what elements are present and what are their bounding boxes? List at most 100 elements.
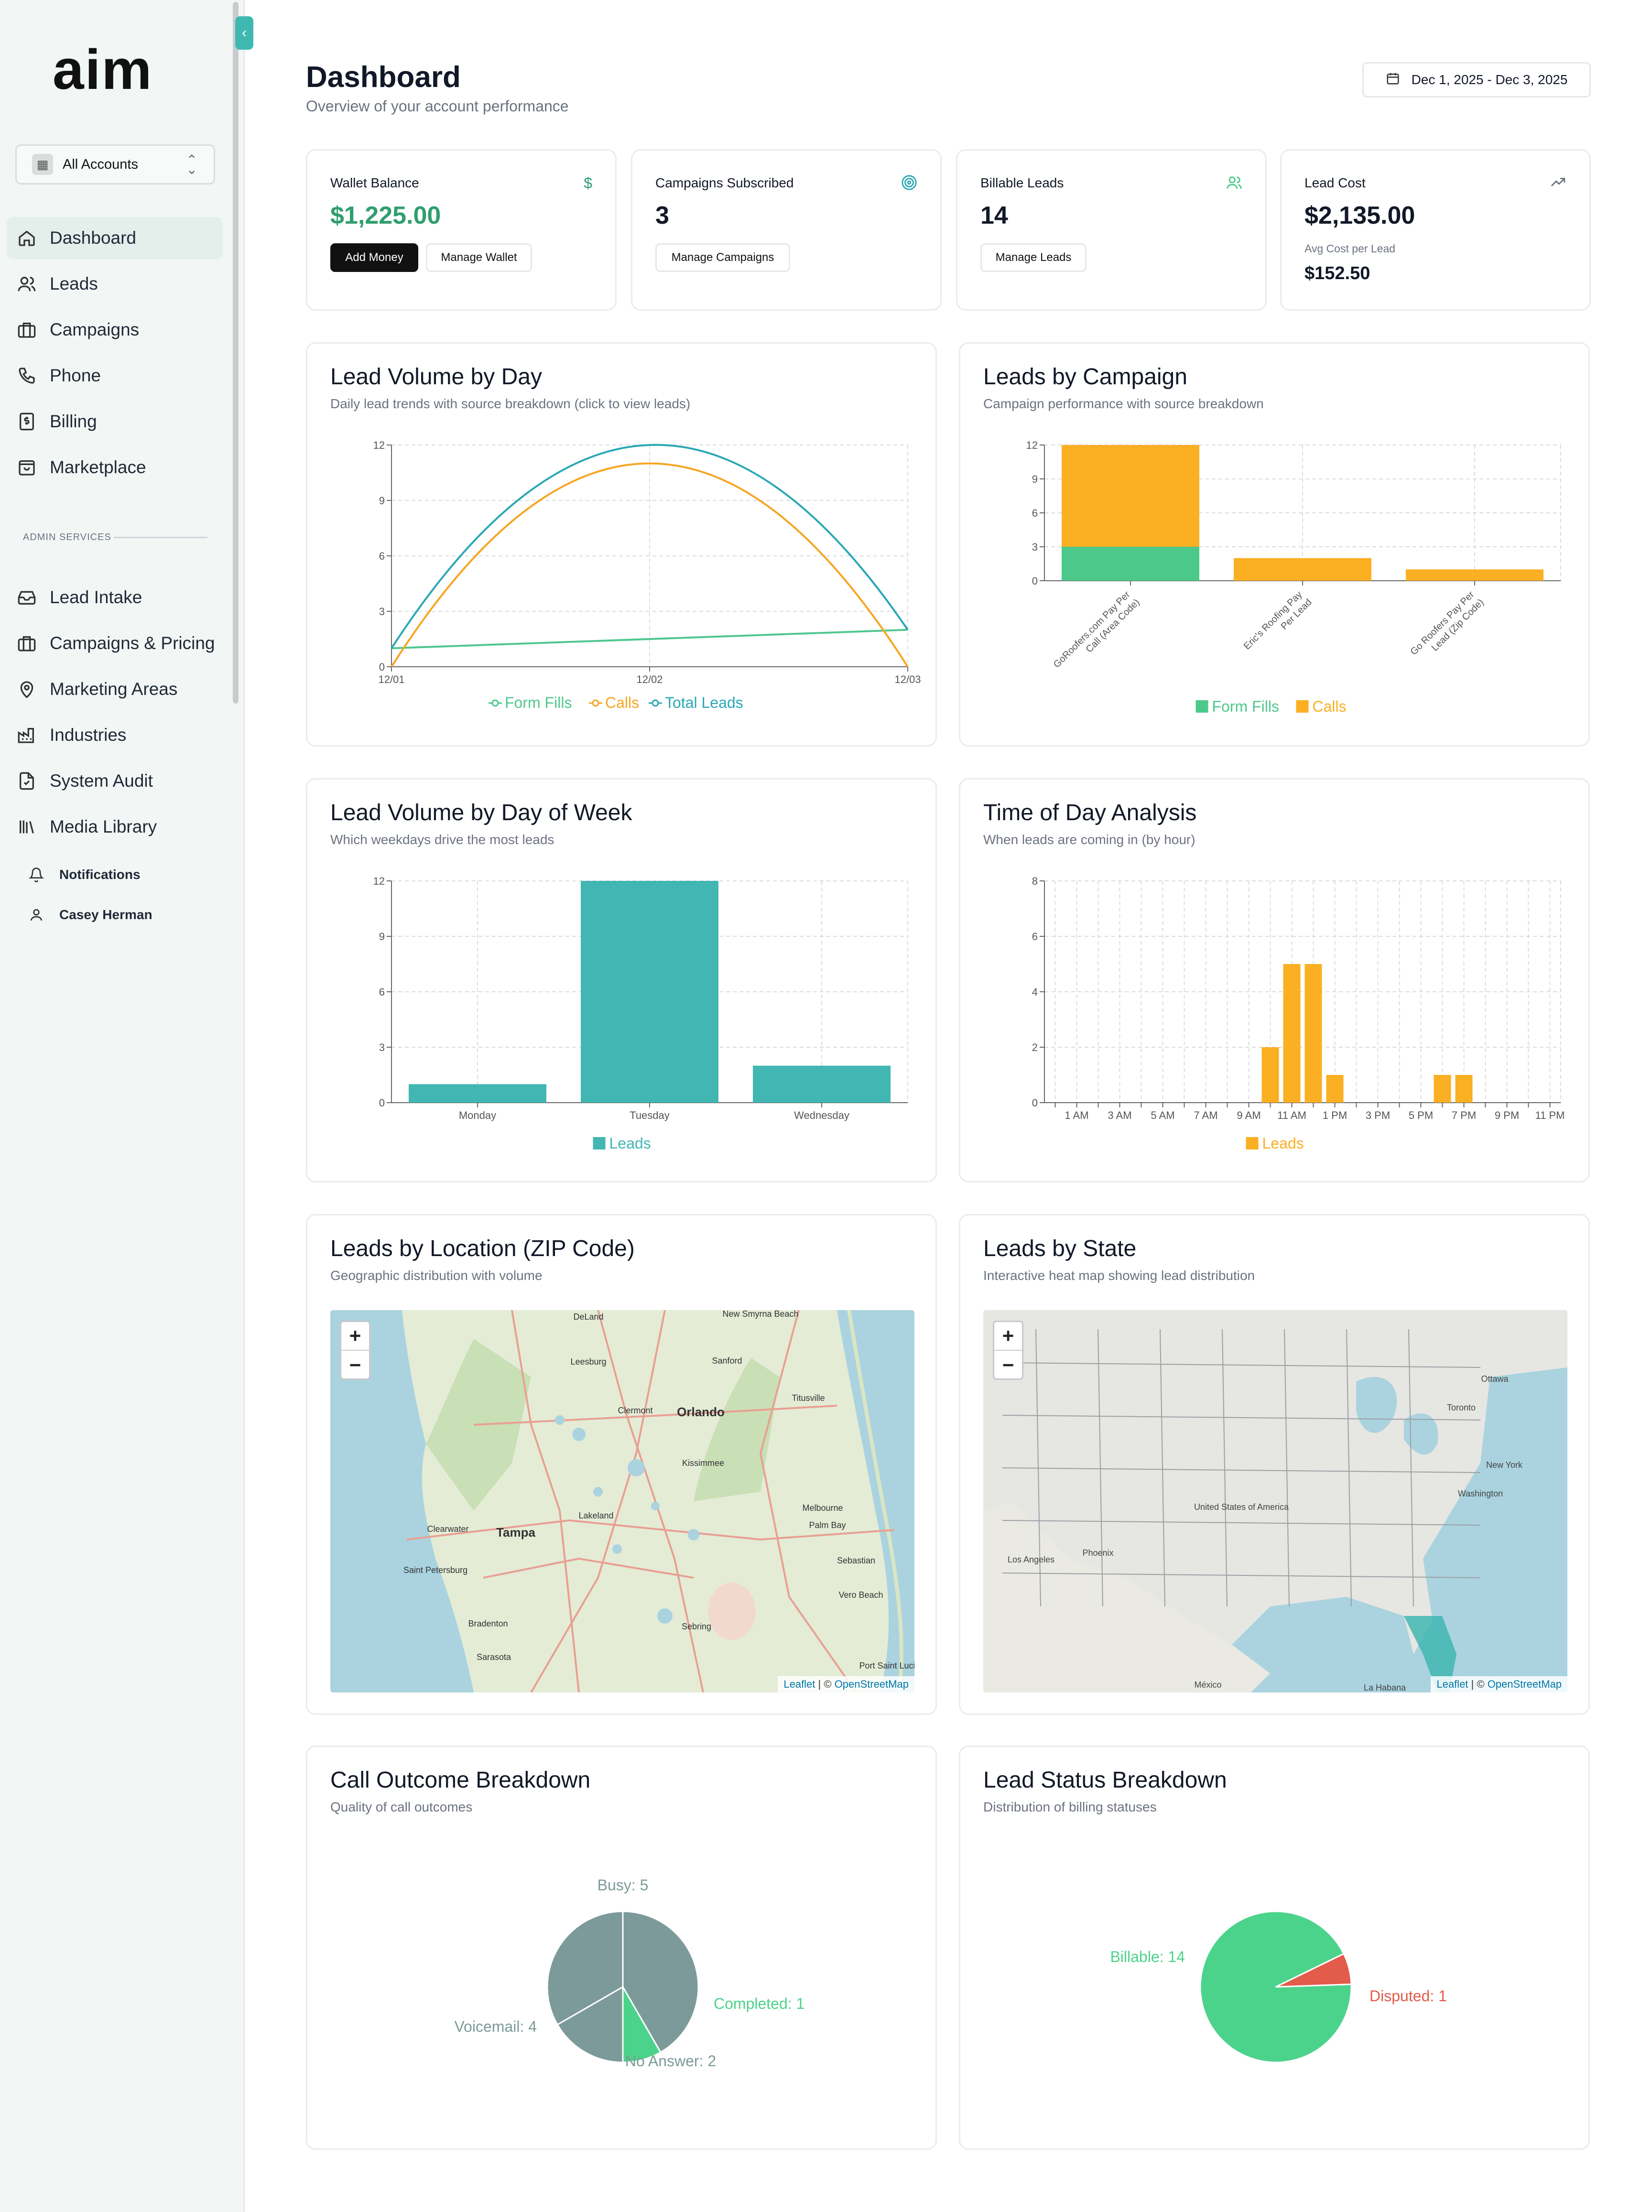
state-border <box>1002 1572 1481 1578</box>
legend-marker <box>1246 1137 1259 1149</box>
call-outcome-pie-chart[interactable]: Busy: 5 Completed: 1 No Answer: 2 Voicemail… <box>307 1747 938 2151</box>
sidebar-item-marketing-areas[interactable]: Marketing Areas <box>7 668 223 710</box>
city-label: DeLand <box>573 1312 603 1322</box>
x-tick-label: 12/02 <box>636 673 663 685</box>
sidebar-scrollbar[interactable] <box>233 2 239 704</box>
map-zoom-control: + − <box>993 1321 1023 1380</box>
sidebar-item-lead-intake[interactable]: Lead Intake <box>7 576 223 618</box>
lake <box>657 1608 673 1624</box>
shopping-bag-icon <box>16 457 37 478</box>
sidebar-item-billing[interactable]: Billing <box>7 401 223 443</box>
sidebar-item-notifications[interactable]: Notifications <box>7 854 223 896</box>
place-label: México <box>1194 1680 1221 1690</box>
city-label: Kissimmee <box>682 1458 724 1468</box>
card-subtitle: Distribution of billing statuses <box>983 1800 1157 1814</box>
legend-label: Total Leads <box>665 694 743 711</box>
road <box>759 1310 857 1692</box>
bar <box>1406 569 1543 581</box>
legend-label: Leads <box>1262 1135 1304 1152</box>
pie-label: Busy: 5 <box>598 1876 649 1894</box>
road <box>406 1519 895 1541</box>
sidebar-item-label: Lead Intake <box>50 587 142 607</box>
time-of-day-bar-chart[interactable]: 0 2 4 6 8 1 AM 3 AM 5 AM 7 AM 9 AM 11 AM 1 PM 3 PM 5 … <box>960 780 1591 1184</box>
add-money-button[interactable]: Add Money <box>330 243 418 272</box>
bar <box>1304 964 1322 1103</box>
sidebar-item-phone[interactable]: Phone <box>7 355 223 397</box>
attribution-separator: | © <box>1468 1678 1488 1690</box>
briefcase-icon <box>16 319 37 340</box>
leaflet-link[interactable]: Leaflet <box>783 1678 815 1690</box>
osm-link[interactable]: OpenStreetMap <box>1487 1678 1562 1690</box>
pie-label: Disputed: 1 <box>1369 1987 1447 2005</box>
sidebar-item-leads[interactable]: Leads <box>7 263 223 305</box>
billable-leads-card: Billable Leads 14 Manage Leads <box>956 149 1267 311</box>
day-of-week-card: Lead Volume by Day of Week Which weekday… <box>306 778 937 1182</box>
road <box>511 1310 580 1692</box>
us-state-map[interactable]: Ottawa Toronto New York Washington United St… <box>983 1310 1567 1692</box>
place-label: La Habana <box>1364 1683 1406 1692</box>
trending-up-icon <box>1550 174 1566 195</box>
home-icon <box>16 228 37 249</box>
x-tick-label: 12/01 <box>378 673 404 685</box>
legend-marker <box>593 1137 606 1149</box>
road <box>473 1405 837 1426</box>
date-range-label: Dec 1, 2025 - Dec 3, 2025 <box>1411 72 1568 87</box>
stat-title: Lead Cost <box>1304 175 1366 190</box>
lead-cost-value: $2,135.00 <box>1304 202 1415 229</box>
y-tick-label: 12 <box>373 875 385 887</box>
legend-label: Calls <box>1313 698 1347 715</box>
sidebar-item-marketplace[interactable]: Marketplace <box>7 446 223 488</box>
briefcase-icon <box>16 633 37 654</box>
sidebar-item-label: Billing <box>50 412 97 431</box>
sidebar-item-campaigns-pricing[interactable]: Campaigns & Pricing <box>7 622 223 664</box>
city-label: Orlando <box>677 1405 725 1419</box>
pie-label: Billable: 14 <box>1110 1948 1185 1965</box>
sidebar-item-media-library[interactable]: Media Library <box>7 806 223 848</box>
stat-title: Campaigns Subscribed <box>655 175 794 190</box>
state-border <box>1284 1329 1290 1607</box>
day-of-week-bar-chart[interactable]: 0 3 6 9 12 Monday Tuesday Wednesday Leads <box>307 780 938 1184</box>
osm-link[interactable]: OpenStreetMap <box>834 1678 909 1690</box>
sidebar-item-user[interactable]: Casey Herman <box>7 894 223 936</box>
state-border <box>1222 1329 1228 1607</box>
manage-leads-button[interactable]: Manage Leads <box>980 243 1087 272</box>
lead-status-pie-chart[interactable]: Billable: 14 Disputed: 1 <box>960 1747 1591 2151</box>
state-map-card: Leads by State Interactive heat map show… <box>959 1214 1590 1715</box>
bar <box>1062 445 1199 547</box>
avg-cost-value: $152.50 <box>1304 263 1370 283</box>
y-tick-label: 6 <box>1032 931 1038 943</box>
manage-campaigns-button[interactable]: Manage Campaigns <box>655 243 790 272</box>
account-select[interactable]: ▦ All Accounts ⌃ ⌄ <box>15 144 215 184</box>
date-range-picker[interactable]: Dec 1, 2025 - Dec 3, 2025 <box>1362 62 1591 98</box>
land-mexico <box>983 1501 1270 1692</box>
zoom-out-button[interactable]: − <box>1002 1354 1014 1376</box>
city-label: Tampa <box>496 1525 535 1540</box>
florida-map[interactable]: DeLand New Smyrna Beach Leesburg Sanford Cle… <box>330 1310 914 1692</box>
y-tick-label: 12 <box>1026 439 1038 451</box>
sidebar-item-campaigns[interactable]: Campaigns <box>7 309 223 351</box>
collapse-sidebar-button[interactable]: ‹ <box>235 16 253 50</box>
sidebar-item-industries[interactable]: Industries <box>7 714 223 756</box>
y-tick-label: 9 <box>379 931 385 943</box>
legend-label: Calls <box>605 694 639 711</box>
lead-volume-line-chart[interactable]: 0 3 6 9 12 12/01 12/02 12/03 Form Fills Calls Tota… <box>307 344 938 748</box>
y-tick-label: 2 <box>1032 1041 1038 1053</box>
y-tick-label: 3 <box>1032 541 1038 553</box>
sidebar-item-label: Casey Herman <box>59 907 152 922</box>
library-icon <box>16 816 37 837</box>
manage-wallet-button[interactable]: Manage Wallet <box>426 243 532 272</box>
leaflet-link[interactable]: Leaflet <box>1436 1678 1468 1690</box>
zoom-out-button[interactable]: − <box>349 1354 361 1376</box>
y-tick-label: 4 <box>1032 986 1038 998</box>
sidebar-item-dashboard[interactable]: Dashboard <box>7 217 223 259</box>
zoom-in-button[interactable]: + <box>994 1322 1022 1351</box>
factory-icon <box>16 725 37 746</box>
sidebar-item-system-audit[interactable]: System Audit <box>7 760 223 802</box>
zoom-in-button[interactable]: + <box>341 1322 369 1351</box>
florida-map-tiles: DeLand New Smyrna Beach Leesburg Sanford Cle… <box>330 1310 914 1692</box>
card-subtitle: Daily lead trends with source breakdown … <box>330 396 691 411</box>
lake <box>612 1544 622 1554</box>
city-label: Leesburg <box>570 1357 606 1366</box>
lake <box>572 1428 586 1441</box>
